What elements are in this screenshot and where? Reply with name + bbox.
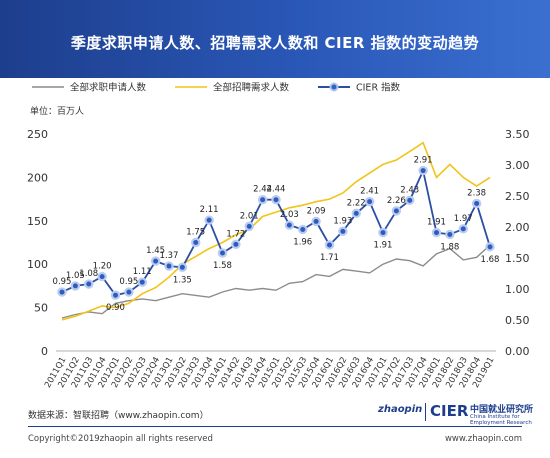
cier-data-label: 2.43 [400, 185, 419, 195]
cier-data-label: 2.09 [307, 206, 326, 216]
cier-logo-chinese: 中国就业研究所 [470, 405, 534, 415]
cier-data-point [257, 195, 268, 205]
cier-data-label: 1.68 [481, 255, 500, 265]
cier-data-label: 1.93 [333, 216, 352, 226]
cier-data-label: 0.90 [106, 303, 125, 313]
cier-data-point [338, 226, 348, 237]
cier-data-point [231, 239, 241, 250]
cier-data-label: 1.91 [427, 218, 446, 228]
cier-data-label: 2.91 [414, 156, 433, 166]
cier-data-label: 1.45 [146, 246, 165, 256]
cier-data-label: 0.95 [119, 277, 138, 287]
cier-data-label: 1.97 [454, 214, 473, 224]
cier-data-label: 1.72 [226, 229, 245, 239]
cier-logo: CIER [430, 402, 469, 420]
cier-data-point [97, 271, 107, 282]
cier-data-point [311, 216, 321, 227]
chart-title: 季度求职申请人数、招聘需求人数和 CIER 指数的变动趋势 [70, 34, 480, 52]
cier-data-point [191, 237, 201, 248]
left-tick-label: 100 [27, 258, 48, 271]
right-tick-label: 1.50 [505, 252, 530, 265]
cier-data-point [137, 277, 147, 287]
cier-data-point [57, 287, 67, 297]
legend-label-2: 全部招聘需求人数 [213, 82, 290, 94]
left-tick-label: 200 [27, 171, 48, 184]
cier-data-point [445, 229, 455, 240]
cier-data-label: 2.01 [240, 211, 259, 221]
cier-data-point [217, 248, 228, 258]
cier-data-point [204, 215, 214, 225]
cier-data-label: 1.58 [213, 261, 232, 271]
right-tick-label: 1.00 [505, 283, 530, 296]
footer-divider [28, 426, 522, 427]
website-text: www.zhaopin.com [444, 434, 522, 444]
left-tick-label: 0 [41, 345, 48, 358]
cier-data-point [471, 198, 482, 209]
cier-data-point [124, 287, 134, 297]
cier-data-point [485, 242, 495, 252]
cier-data-label: 1.08 [79, 269, 98, 279]
cier-data-label: 1.37 [160, 251, 179, 261]
cier-data-label: 0.95 [53, 277, 72, 287]
left-axis-unit: 单位：百万人 [30, 105, 84, 117]
title-banner: 季度求职申请人数、招聘需求人数和 CIER 指数的变动趋势 [0, 0, 550, 78]
legend-label-3: CIER 指数 [356, 82, 401, 94]
copyright-text: Copyright©2019zhaopin all rights reserve… [28, 434, 213, 444]
left-tick-label: 150 [27, 215, 48, 228]
cier-data-label: 1.71 [320, 253, 339, 263]
cier-data-label: 2.11 [200, 205, 219, 215]
cier-data-point [177, 262, 188, 272]
cier-data-label: 1.96 [293, 237, 312, 247]
data-source: 数据来源：智联招聘（www.zhaopin.com） [28, 411, 209, 421]
cier-data-point [431, 227, 442, 238]
cier-data-point [244, 221, 254, 232]
left-tick-label: 250 [27, 128, 48, 141]
cier-data-point [364, 196, 375, 207]
cier-data-point [150, 256, 161, 266]
right-tick-label: 0.50 [505, 314, 530, 327]
cier-data-label: 2.26 [387, 196, 406, 206]
right-tick-label: 3.00 [505, 159, 530, 172]
cier-data-label: 2.44 [267, 185, 286, 195]
right-tick-label: 2.00 [505, 221, 530, 234]
cier-data-label: 1.20 [93, 262, 112, 272]
cier-data-label: 1.75 [186, 228, 205, 238]
series-line-2 [61, 141, 491, 321]
cier-data-label: 1.91 [374, 241, 393, 251]
cier-data-label: 1.05 [66, 271, 85, 281]
cier-data-label: 1.11 [133, 267, 152, 277]
zhaopin-logo: zhaopin [378, 404, 423, 415]
cier-data-point [324, 240, 335, 250]
cier-data-point [458, 224, 468, 234]
legend-label-1: 全部求职申请人数 [70, 82, 147, 94]
cier-data-label: 1.88 [440, 242, 459, 252]
logo-divider [425, 403, 426, 421]
cier-data-point [271, 195, 281, 205]
cier-data-point [418, 165, 428, 176]
cier-data-label: 2.38 [467, 188, 486, 198]
right-tick-label: 3.50 [505, 128, 530, 141]
cier-data-point [391, 206, 402, 216]
cier-data-point [110, 290, 121, 300]
cier-data-point [405, 195, 415, 206]
cier-data-label: 2.03 [280, 210, 299, 220]
left-tick-label: 50 [34, 302, 48, 315]
right-tick-label: 0.00 [505, 345, 530, 358]
cier-data-point [164, 261, 174, 271]
right-tick-label: 2.50 [505, 190, 530, 203]
legend-marker [329, 82, 339, 92]
cier-data-point [284, 220, 295, 230]
cier-data-label: 2.22 [347, 198, 366, 208]
cier-data-point [84, 279, 94, 289]
cier-data-label: 2.41 [360, 187, 379, 197]
cier-data-label: 2.44 [253, 185, 272, 195]
cier-logo-english: China Institute for Employment Research [470, 414, 532, 426]
cier-data-point [70, 281, 81, 291]
cier-data-point [298, 224, 308, 235]
cier-data-label: 1.35 [173, 275, 192, 285]
cier-data-point [378, 227, 388, 238]
cier-data-point [351, 208, 361, 219]
